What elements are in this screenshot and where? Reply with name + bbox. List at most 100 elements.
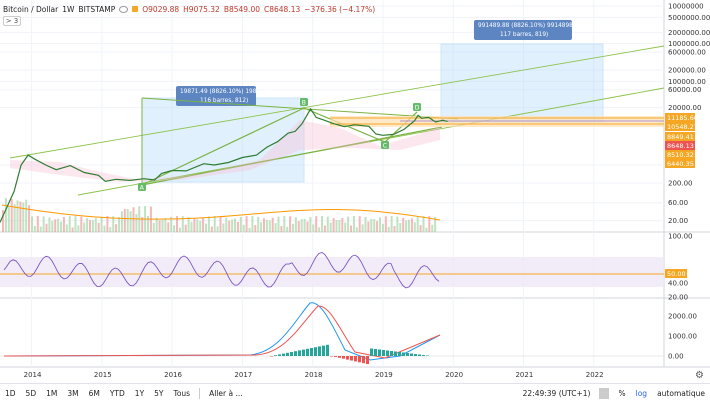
y-tick-label: 200000.00 <box>668 66 706 74</box>
macd-histogram-bar <box>394 351 397 356</box>
macd-histogram-bar <box>406 353 409 356</box>
goto-date-button[interactable]: Aller à ... <box>209 388 243 398</box>
tf-all[interactable]: Tous <box>173 388 191 398</box>
tf-5y[interactable]: 5Y <box>154 388 164 398</box>
x-tick-label: 2017 <box>234 371 252 379</box>
rsi-line <box>3 252 440 289</box>
macd-histogram-bar <box>358 356 361 363</box>
volume-bar <box>19 201 22 232</box>
macd-histogram-bar <box>370 348 373 356</box>
x-tick-label: 2016 <box>164 371 182 379</box>
status-dot-icon <box>132 6 139 12</box>
volume-bar <box>263 218 265 232</box>
price-badge-label: 8510.32 <box>667 151 694 159</box>
log-toggle[interactable]: log <box>635 389 648 398</box>
volume-bar <box>57 218 60 232</box>
volume-bar <box>306 221 309 232</box>
macd-histogram-bar <box>422 355 425 356</box>
macd-histogram-bar <box>426 355 429 356</box>
volume-bar <box>225 217 228 232</box>
pattern-label: D <box>415 105 420 112</box>
price-badge-label: 8849.41 <box>667 133 694 141</box>
macd-tick-label: 1000.00 <box>668 333 697 341</box>
volume-bar <box>413 222 416 232</box>
percent-toggle[interactable]: % <box>618 389 626 398</box>
volume-bar <box>170 216 173 232</box>
ichimoku-cloud <box>10 120 440 182</box>
price-badge <box>665 122 695 131</box>
volume-bar <box>210 226 213 232</box>
price-badge-label: 11185.60 <box>667 114 698 122</box>
tf-1d[interactable]: 1D <box>5 388 16 398</box>
rsi-tick-label: 40.00 <box>668 280 688 288</box>
clock-label: 22:49:39 (UTC+1) <box>522 389 591 398</box>
pattern-label: C <box>383 143 387 150</box>
pattern-label-badge <box>300 98 308 106</box>
y-tick-label: 5000000.00 <box>668 14 710 22</box>
chart-header: Bitcoin / Dollar 1W BITSTAMP O9029.88 H9… <box>3 3 375 15</box>
tf-3m[interactable]: 3M <box>67 388 79 398</box>
chart-canvas[interactable]: 2014 2015 2016 2017 2018 2019 2020 2021 2022 1000… <box>0 0 710 383</box>
x-tick-label: 2022 <box>586 371 604 379</box>
trend-line <box>9 45 665 159</box>
price-badge-label: 6440.35 <box>667 160 694 168</box>
volume-bar <box>22 202 25 232</box>
volume-bar <box>173 225 176 232</box>
x-tick-label: 2014 <box>24 371 42 379</box>
macd-histogram-bar <box>334 356 337 357</box>
volume-bar <box>393 226 396 232</box>
symbol-title[interactable]: Bitcoin / Dollar <box>3 4 59 14</box>
volume-bar <box>4 198 7 232</box>
volume-bar <box>190 221 193 232</box>
price-badge <box>665 150 695 159</box>
gear-icon[interactable]: ⚙ <box>695 370 704 381</box>
pattern-label: B <box>302 100 306 107</box>
y-tick-label: 20000.00 <box>668 104 701 112</box>
volume-bar <box>199 220 202 232</box>
volume-bar <box>248 227 251 232</box>
auto-toggle[interactable]: automatique <box>657 389 705 398</box>
volume-bar <box>358 216 361 232</box>
pattern-label: A <box>140 185 145 192</box>
rsi-tick-label: 20.00 <box>668 294 688 302</box>
macd-histogram-bar <box>298 350 301 356</box>
volume-bar <box>309 217 312 232</box>
volume-bar <box>16 200 19 232</box>
volume-bar <box>277 216 280 232</box>
y-tick-label: 20.00 <box>668 217 688 225</box>
measure-label-line: 19871.49 (8826.10%) 1987149 <box>180 89 271 95</box>
pattern-line <box>141 126 443 186</box>
macd-histogram-bar <box>410 353 413 356</box>
volume-bar <box>228 220 231 232</box>
pattern-label-badge <box>138 183 146 191</box>
trend-line <box>77 87 665 196</box>
volume-bar <box>338 220 341 232</box>
volume-bar <box>251 216 254 232</box>
x-tick-label: 2018 <box>305 371 323 379</box>
eye-icon[interactable] <box>119 5 129 13</box>
tf-ytd[interactable]: YTD <box>109 388 125 398</box>
volume-bar <box>379 217 381 232</box>
volume-bar <box>193 218 196 232</box>
volume-bar <box>100 216 103 232</box>
tf-5d[interactable]: 5D <box>25 388 37 398</box>
indicators-collapse-button[interactable]: > 3 <box>3 16 21 26</box>
macd-histogram-bar <box>282 353 285 356</box>
volume-bar <box>387 226 390 232</box>
volume-bar <box>332 218 335 232</box>
volume-bar <box>294 217 297 232</box>
macd-histogram-bar <box>278 354 281 356</box>
macd-histogram-bar <box>346 356 349 360</box>
signal-line <box>3 305 441 359</box>
volume-bar <box>184 224 187 232</box>
volume-bar <box>123 208 126 232</box>
volume-bar <box>161 219 164 232</box>
tf-1m[interactable]: 1M <box>46 388 58 398</box>
tf-6m[interactable]: 6M <box>88 388 100 398</box>
tf-1y[interactable]: 1Y <box>134 388 145 398</box>
volume-bar <box>321 216 323 232</box>
volume-bar <box>42 216 45 232</box>
volume-bar <box>350 225 352 232</box>
macd-histogram-bar <box>306 348 309 356</box>
y-tick-label: 2000000.00 <box>668 29 710 37</box>
